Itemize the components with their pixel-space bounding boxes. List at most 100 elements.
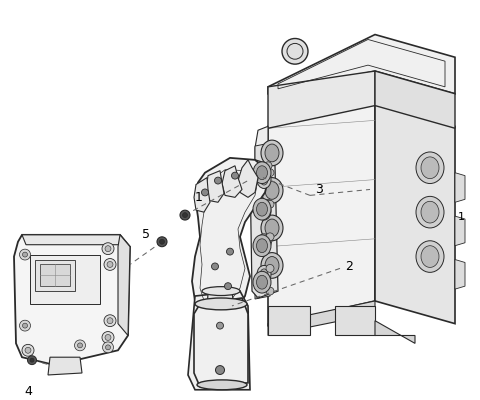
Ellipse shape [421,157,439,179]
Text: 2: 2 [345,260,353,273]
Circle shape [212,263,218,270]
Ellipse shape [260,237,268,248]
Circle shape [231,172,239,179]
Ellipse shape [416,152,444,184]
Text: 5: 5 [142,228,150,241]
Polygon shape [188,291,250,390]
Circle shape [23,323,27,328]
Ellipse shape [202,287,240,296]
Circle shape [266,264,274,272]
Circle shape [106,345,110,350]
Polygon shape [48,357,82,375]
Ellipse shape [265,219,279,237]
Ellipse shape [256,239,267,253]
Polygon shape [40,264,70,286]
Polygon shape [35,260,75,291]
Ellipse shape [195,298,247,310]
Polygon shape [222,166,242,197]
Polygon shape [335,306,375,336]
Polygon shape [268,306,310,336]
Ellipse shape [256,202,267,216]
Polygon shape [238,160,258,197]
Circle shape [216,366,225,374]
Circle shape [107,318,113,324]
Polygon shape [375,104,455,324]
Polygon shape [455,260,465,289]
Ellipse shape [421,246,439,268]
Polygon shape [194,298,248,387]
Circle shape [215,177,221,184]
Circle shape [266,287,274,295]
Polygon shape [14,235,130,365]
Circle shape [74,340,85,351]
Circle shape [225,283,231,290]
Circle shape [30,358,34,362]
Ellipse shape [257,202,271,220]
Circle shape [107,262,113,268]
Circle shape [180,210,190,220]
Circle shape [20,320,31,331]
Text: 3: 3 [315,183,323,196]
Polygon shape [30,254,100,304]
Polygon shape [22,235,128,245]
Circle shape [77,343,83,348]
Polygon shape [268,71,375,128]
Circle shape [159,239,165,244]
Polygon shape [268,301,375,336]
Ellipse shape [260,174,268,185]
Circle shape [23,252,27,257]
Polygon shape [194,178,210,212]
Circle shape [266,200,274,208]
Ellipse shape [261,215,283,241]
Circle shape [216,322,224,329]
Ellipse shape [265,182,279,199]
Circle shape [27,356,36,365]
Polygon shape [455,173,465,202]
Text: 1: 1 [195,191,203,204]
Polygon shape [255,143,270,299]
Circle shape [157,237,167,247]
Ellipse shape [265,256,279,274]
Circle shape [22,344,34,356]
Polygon shape [268,104,375,326]
Polygon shape [207,290,234,309]
Ellipse shape [257,171,271,188]
Circle shape [103,342,113,353]
Ellipse shape [197,380,247,390]
Text: 1: 1 [458,212,465,222]
Polygon shape [375,71,455,128]
Circle shape [266,169,274,177]
Circle shape [264,162,272,170]
Circle shape [202,189,208,196]
Circle shape [282,38,308,64]
Polygon shape [268,34,455,94]
Ellipse shape [261,253,283,278]
Ellipse shape [253,162,271,184]
Circle shape [104,258,116,270]
Ellipse shape [257,266,271,283]
Circle shape [25,347,31,353]
Circle shape [227,248,233,255]
Circle shape [104,315,116,327]
Polygon shape [250,160,278,298]
Circle shape [182,213,188,218]
Ellipse shape [265,144,279,162]
Ellipse shape [253,271,271,293]
Circle shape [266,233,274,241]
Ellipse shape [256,166,267,180]
Ellipse shape [253,235,271,256]
Polygon shape [255,126,268,207]
Polygon shape [455,216,465,246]
Polygon shape [118,235,130,336]
Ellipse shape [416,196,444,228]
Polygon shape [206,171,224,202]
Circle shape [264,199,272,207]
Ellipse shape [261,178,283,203]
Ellipse shape [416,241,444,272]
Ellipse shape [421,201,439,223]
Circle shape [264,237,272,245]
Ellipse shape [253,198,271,220]
Polygon shape [375,321,415,343]
Circle shape [102,243,114,254]
Ellipse shape [260,206,268,216]
